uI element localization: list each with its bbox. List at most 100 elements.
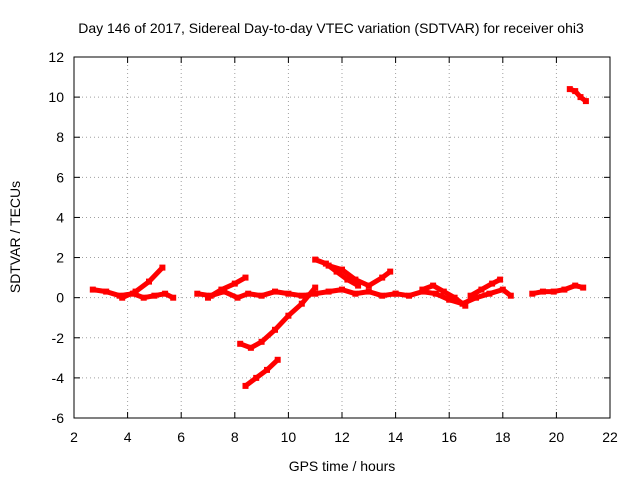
y-axis-label: SDTVAR / TECUs xyxy=(7,181,23,293)
series-arc11 xyxy=(468,277,503,299)
data-point xyxy=(478,286,485,293)
data-point xyxy=(561,286,568,293)
data-point xyxy=(119,294,126,301)
data-point xyxy=(151,292,158,299)
data-layer xyxy=(89,86,589,389)
x-tick-label: 14 xyxy=(388,429,404,445)
data-point xyxy=(572,282,579,289)
data-point xyxy=(312,290,319,297)
data-point xyxy=(577,94,584,101)
data-point xyxy=(339,286,345,293)
data-point xyxy=(379,274,386,281)
y-tick-label: -2 xyxy=(52,330,65,346)
data-point xyxy=(140,294,147,301)
x-tick-label: 18 xyxy=(495,429,511,445)
data-point xyxy=(540,288,546,295)
y-tick-label: 6 xyxy=(56,169,64,185)
data-point xyxy=(272,326,278,333)
data-point xyxy=(194,290,201,297)
data-point xyxy=(162,290,169,297)
data-point xyxy=(231,280,238,287)
data-point xyxy=(486,290,493,297)
data-point xyxy=(298,300,305,307)
data-point xyxy=(272,288,278,295)
series-arc2 xyxy=(119,265,165,301)
data-point xyxy=(218,286,225,293)
data-point xyxy=(132,288,139,295)
data-point xyxy=(333,268,340,275)
y-tick-label: 10 xyxy=(48,89,64,105)
data-point xyxy=(489,280,496,287)
grid-lines xyxy=(74,57,610,418)
data-point xyxy=(146,278,152,285)
data-point xyxy=(274,356,281,363)
data-point xyxy=(247,344,254,351)
data-point xyxy=(325,288,332,295)
chart-title: Day 146 of 2017, Sidereal Day-to-day VTE… xyxy=(78,20,584,36)
data-point xyxy=(298,292,305,299)
data-point xyxy=(159,264,166,271)
data-point xyxy=(550,288,557,295)
data-point xyxy=(467,292,474,299)
data-point xyxy=(285,312,292,319)
data-point xyxy=(379,292,386,299)
data-point xyxy=(325,262,332,269)
x-tick-label: 8 xyxy=(231,429,239,445)
y-tick-label: 0 xyxy=(56,290,64,306)
x-tick-label: 22 xyxy=(602,429,618,445)
data-point xyxy=(440,288,447,295)
data-point xyxy=(473,294,479,301)
data-point xyxy=(365,282,372,289)
data-point xyxy=(242,382,249,389)
data-point xyxy=(312,256,319,263)
x-tick-label: 4 xyxy=(124,429,132,445)
data-point xyxy=(529,290,536,297)
data-point xyxy=(339,266,345,273)
data-point xyxy=(582,98,589,105)
y-tick-label: 8 xyxy=(56,129,64,145)
data-point xyxy=(419,286,426,293)
y-tick-label: -6 xyxy=(52,410,65,426)
data-point xyxy=(258,292,265,299)
data-point xyxy=(355,282,362,289)
data-point xyxy=(234,294,241,301)
data-point xyxy=(237,340,244,347)
x-tick-label: 16 xyxy=(441,429,457,445)
data-point xyxy=(245,290,252,297)
data-point xyxy=(170,294,177,301)
data-point xyxy=(344,276,351,283)
x-tick-label: 6 xyxy=(177,429,185,445)
data-point xyxy=(451,294,458,301)
y-tick-label: 4 xyxy=(56,209,64,225)
x-tick-label: 10 xyxy=(281,429,297,445)
data-point xyxy=(446,296,453,303)
y-tick-label: -4 xyxy=(52,370,65,386)
data-point xyxy=(499,286,506,293)
x-axis-label: GPS time / hours xyxy=(289,458,396,474)
data-point xyxy=(242,274,249,281)
data-point xyxy=(432,290,439,297)
data-point xyxy=(365,288,372,295)
x-tick-label: 2 xyxy=(70,429,78,445)
data-point xyxy=(462,302,469,309)
data-point xyxy=(392,290,399,297)
data-point xyxy=(205,294,211,301)
data-point xyxy=(497,276,504,283)
data-point xyxy=(580,284,587,291)
data-point xyxy=(406,292,412,299)
data-point xyxy=(103,288,110,295)
data-point xyxy=(507,292,514,299)
series-arc6 xyxy=(243,357,281,389)
data-point xyxy=(253,374,260,381)
tick-layer: 2 4 6 8 10 12 14 16 18 20 22 -6 -4 -2 0 2 4 6 8 10 12 xyxy=(48,49,618,445)
data-point xyxy=(264,366,270,373)
data-point xyxy=(312,284,319,291)
data-point xyxy=(258,338,265,345)
data-point xyxy=(566,86,573,93)
series-arc3 xyxy=(194,287,399,301)
data-point xyxy=(387,268,394,275)
x-tick-label: 12 xyxy=(334,429,350,445)
data-point xyxy=(572,88,579,95)
series-arc4 xyxy=(205,275,248,301)
